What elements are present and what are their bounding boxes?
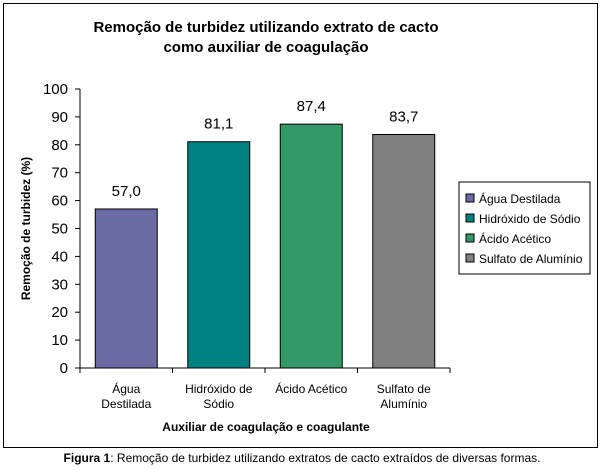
legend-label: Hidróxido de Sódio — [479, 212, 581, 226]
y-tick-label: 70 — [51, 165, 68, 182]
x-category-label: Destilada — [101, 397, 151, 411]
chart: Remoção de turbidez utilizando extrato d… — [19, 19, 591, 434]
legend-label: Água Destilada — [479, 191, 561, 206]
y-tick-label: 10 — [51, 332, 68, 349]
y-tick-label: 100 — [43, 81, 68, 98]
y-tick-label: 40 — [51, 248, 68, 265]
y-tick-label: 50 — [51, 221, 68, 238]
bar-value-label: 83,7 — [389, 108, 418, 125]
y-tick-label: 90 — [51, 109, 68, 126]
legend-label: Sulfato de Alumínio — [479, 252, 583, 266]
x-category-label: Hidróxido de — [185, 382, 253, 396]
y-tick-label: 0 — [60, 360, 68, 377]
caption-text: : Remoção de turbidez utilizando extrato… — [110, 451, 541, 465]
x-category-label: Água — [112, 381, 140, 396]
bar — [279, 123, 343, 369]
y-tick-label: 80 — [51, 137, 68, 154]
caption-prefix: Figura 1 — [63, 451, 111, 465]
bar-value-label: 81,1 — [204, 116, 233, 133]
x-category-label: Sulfato de — [377, 382, 431, 396]
x-axis-title: Auxiliar de coagulação e coagulante — [162, 420, 370, 434]
legend-swatch — [465, 213, 475, 223]
chart-title-line: como auxiliar de coagulação — [163, 39, 368, 56]
y-tick-label: 20 — [51, 304, 68, 321]
y-tick-label: 60 — [51, 193, 68, 210]
chart-title-line: Remoção de turbidez utilizando extrato d… — [93, 19, 438, 36]
legend-swatch — [465, 233, 475, 243]
x-category-label: Alumínio — [380, 397, 427, 411]
legend-swatch — [465, 253, 475, 263]
bar — [372, 133, 436, 369]
bar — [187, 141, 251, 369]
legend-box — [458, 181, 591, 275]
bar-value-label: 87,4 — [297, 98, 326, 115]
x-category-label: Ácido Acético — [275, 381, 347, 396]
x-category-label: Sódio — [203, 397, 234, 411]
y-tick-label: 30 — [51, 276, 68, 293]
bar — [94, 208, 158, 369]
y-axis-title: Remoção de turbidez (%) — [19, 157, 33, 300]
figure-caption: Figura 1: Remoção de turbidez utilizando… — [0, 451, 604, 465]
legend-swatch — [465, 193, 475, 203]
legend-label: Ácido Acético — [479, 231, 551, 246]
bar-value-label: 57,0 — [112, 183, 141, 200]
